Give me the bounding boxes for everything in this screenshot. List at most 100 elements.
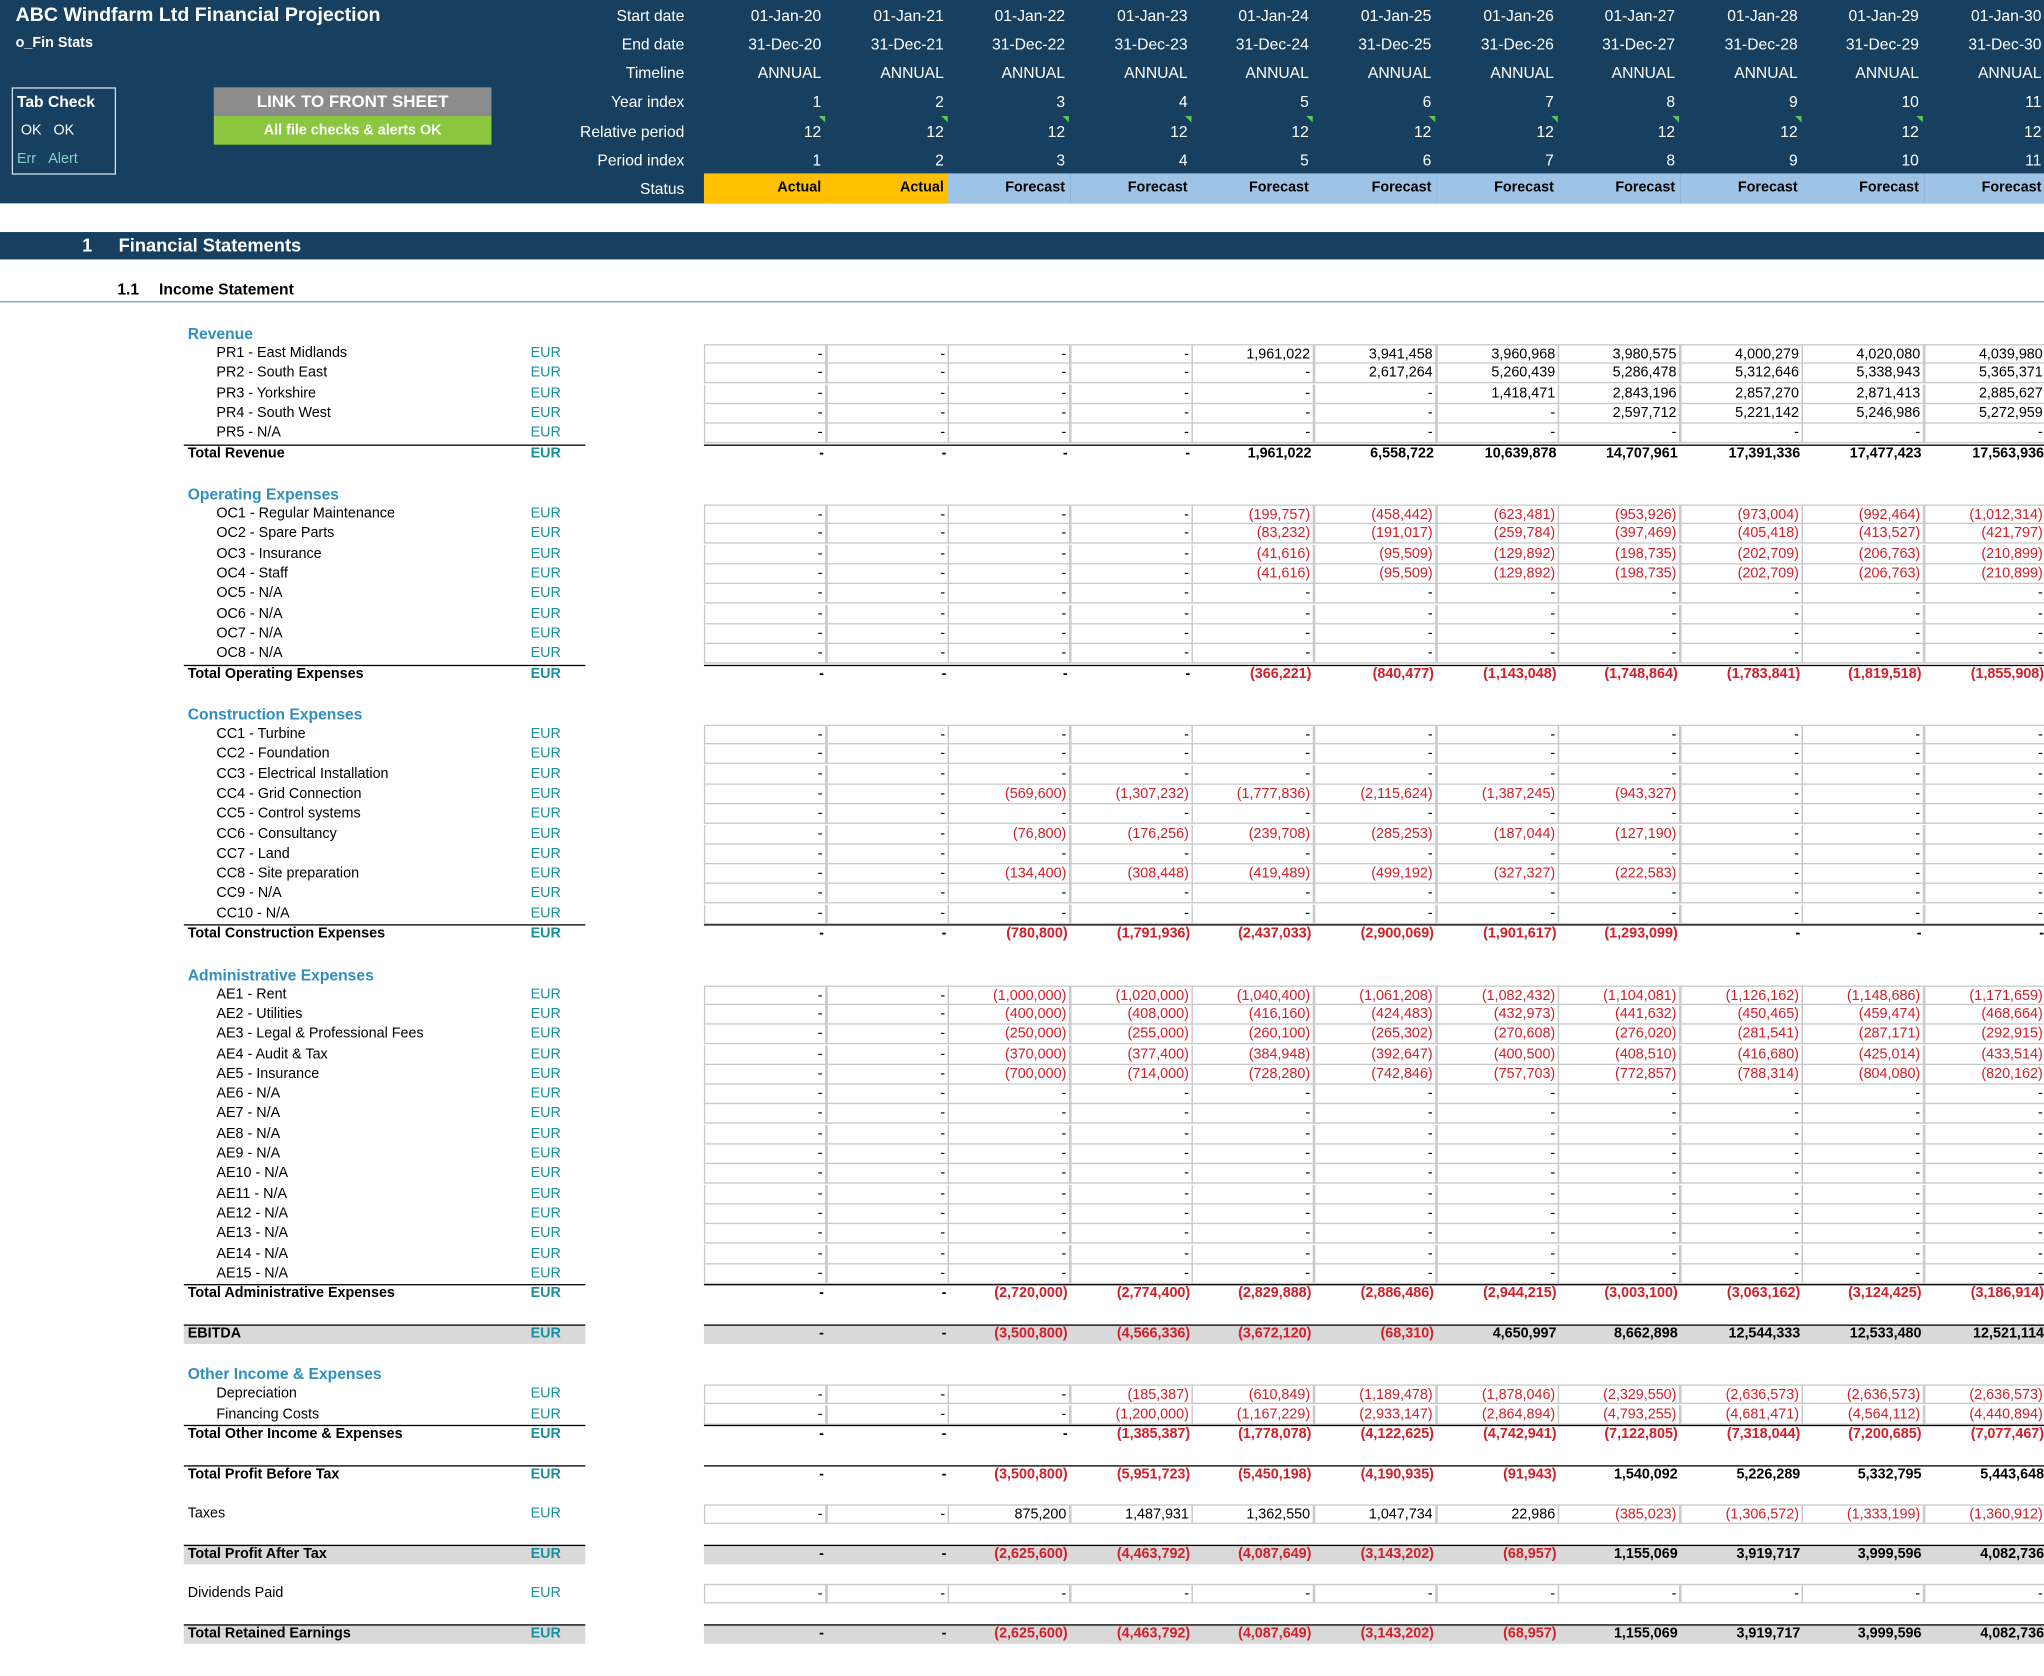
- value-cell[interactable]: -: [1680, 864, 1803, 884]
- value-cell[interactable]: -: [826, 1244, 950, 1265]
- value-cell[interactable]: -: [703, 1024, 827, 1045]
- value-cell[interactable]: -: [1924, 904, 2044, 925]
- value-cell[interactable]: -: [1557, 904, 1681, 925]
- value-cell[interactable]: -: [1557, 744, 1681, 764]
- value-cell[interactable]: -: [1314, 1244, 1437, 1265]
- value-cell[interactable]: 1,961,022: [1247, 445, 1312, 462]
- value-cell[interactable]: -: [1436, 1104, 1560, 1124]
- value-cell[interactable]: (198,735): [1557, 564, 1681, 585]
- value-cell[interactable]: 2,597,712: [1557, 404, 1681, 424]
- value-cell[interactable]: (222,583): [1557, 864, 1681, 884]
- value-cell[interactable]: -: [947, 1583, 1071, 1604]
- value-cell[interactable]: (400,000): [947, 1005, 1071, 1025]
- link-to-front-sheet-button[interactable]: LINK TO FRONT SHEET: [213, 87, 492, 117]
- value-cell[interactable]: -: [1070, 404, 1193, 424]
- value-cell[interactable]: -: [1801, 1104, 1925, 1124]
- value-cell[interactable]: -: [1070, 724, 1193, 745]
- value-cell[interactable]: -: [826, 1024, 950, 1045]
- value-cell[interactable]: (1,189,478): [1314, 1384, 1437, 1404]
- value-cell[interactable]: -: [1070, 1583, 1193, 1604]
- value-cell[interactable]: -: [1070, 564, 1193, 585]
- value-cell[interactable]: -: [1680, 1144, 1803, 1165]
- value-cell[interactable]: -: [1924, 423, 2044, 444]
- value-cell[interactable]: (1,333,199): [1801, 1504, 1925, 1524]
- value-cell[interactable]: -: [826, 1125, 950, 1145]
- value-cell[interactable]: -: [1924, 1184, 2044, 1205]
- value-cell[interactable]: 3,999,596: [1857, 1546, 1922, 1562]
- value-cell[interactable]: -: [1191, 1144, 1315, 1165]
- value-cell[interactable]: (91,943): [1503, 1466, 1557, 1483]
- value-cell[interactable]: -: [1557, 1184, 1681, 1205]
- value-cell[interactable]: -: [1557, 804, 1681, 824]
- value-cell[interactable]: -: [1191, 423, 1315, 444]
- value-cell[interactable]: -: [947, 504, 1071, 525]
- value-cell[interactable]: -: [1314, 724, 1437, 745]
- value-cell[interactable]: (3,143,202): [1360, 1546, 1434, 1562]
- value-cell[interactable]: -: [826, 604, 950, 625]
- value-cell[interactable]: (7,200,685): [1848, 1426, 1922, 1442]
- value-cell[interactable]: (1,385,387): [1116, 1426, 1191, 1442]
- value-cell[interactable]: (1,012,314): [1924, 504, 2044, 525]
- value-cell[interactable]: -: [826, 1104, 950, 1124]
- value-cell[interactable]: (3,063,162): [1726, 1285, 1801, 1301]
- value-cell[interactable]: (1,061,208): [1314, 985, 1437, 1006]
- value-cell[interactable]: -: [703, 1144, 827, 1165]
- value-cell[interactable]: -: [1070, 1125, 1193, 1145]
- value-cell[interactable]: -: [947, 883, 1071, 904]
- value-cell[interactable]: (499,192): [1314, 864, 1437, 884]
- value-cell[interactable]: -: [1191, 624, 1315, 644]
- value-cell[interactable]: (992,464): [1801, 504, 1925, 525]
- value-cell[interactable]: 12,533,480: [1849, 1325, 1922, 1342]
- value-cell[interactable]: -: [941, 1546, 947, 1562]
- value-cell[interactable]: (1,104,081): [1557, 985, 1681, 1006]
- value-cell[interactable]: 5,226,289: [1736, 1466, 1801, 1483]
- value-cell[interactable]: -: [941, 1325, 947, 1342]
- value-cell[interactable]: (176,256): [1070, 825, 1193, 845]
- value-cell[interactable]: -: [1557, 1084, 1681, 1105]
- value-cell[interactable]: -: [1314, 1184, 1437, 1205]
- value-cell[interactable]: -: [1924, 1125, 2044, 1145]
- value-cell[interactable]: (129,892): [1436, 564, 1560, 585]
- value-cell[interactable]: (259,784): [1436, 524, 1560, 544]
- value-cell[interactable]: -: [1924, 1264, 2044, 1285]
- value-cell[interactable]: -: [826, 985, 950, 1006]
- value-cell[interactable]: -: [1070, 544, 1193, 565]
- value-cell[interactable]: -: [1924, 604, 2044, 625]
- value-cell[interactable]: (255,000): [1070, 1024, 1193, 1045]
- value-cell[interactable]: -: [826, 524, 950, 544]
- value-cell[interactable]: -: [1185, 445, 1191, 462]
- value-cell[interactable]: (191,017): [1314, 524, 1437, 544]
- value-cell[interactable]: (3,003,100): [1604, 1285, 1678, 1301]
- value-cell[interactable]: -: [1924, 1244, 2044, 1265]
- value-cell[interactable]: 1,540,092: [1613, 1466, 1678, 1483]
- value-cell[interactable]: -: [1191, 643, 1315, 664]
- value-cell[interactable]: -: [1191, 1204, 1315, 1225]
- value-cell[interactable]: (3,672,120): [1238, 1325, 1312, 1342]
- value-cell[interactable]: -: [1801, 624, 1925, 644]
- value-cell[interactable]: -: [1314, 643, 1437, 664]
- value-cell[interactable]: -: [1191, 1164, 1315, 1184]
- value-cell[interactable]: -: [819, 1546, 824, 1562]
- value-cell[interactable]: -: [1557, 1104, 1681, 1124]
- value-cell[interactable]: 6,558,722: [1370, 445, 1434, 462]
- value-cell[interactable]: -: [1070, 1104, 1193, 1124]
- value-cell[interactable]: -: [1070, 1164, 1193, 1184]
- value-cell[interactable]: -: [826, 825, 950, 845]
- value-cell[interactable]: -: [826, 344, 950, 364]
- value-cell[interactable]: -: [1436, 1583, 1560, 1604]
- value-cell[interactable]: -: [1680, 604, 1803, 625]
- value-cell[interactable]: -: [826, 1084, 950, 1105]
- value-cell[interactable]: -: [703, 1264, 827, 1285]
- value-cell[interactable]: -: [1801, 1164, 1925, 1184]
- value-cell[interactable]: -: [826, 624, 950, 644]
- value-cell[interactable]: -: [1680, 423, 1803, 444]
- value-cell[interactable]: 3,980,575: [1557, 344, 1681, 364]
- value-cell[interactable]: -: [703, 864, 827, 884]
- value-cell[interactable]: -: [826, 1504, 950, 1524]
- value-cell[interactable]: 1,961,022: [1191, 344, 1315, 364]
- value-cell[interactable]: -: [1062, 666, 1068, 682]
- value-cell[interactable]: (1,000,000): [947, 985, 1071, 1006]
- value-cell[interactable]: -: [1070, 604, 1193, 625]
- value-cell[interactable]: -: [703, 1224, 827, 1244]
- value-cell[interactable]: -: [1436, 1125, 1560, 1145]
